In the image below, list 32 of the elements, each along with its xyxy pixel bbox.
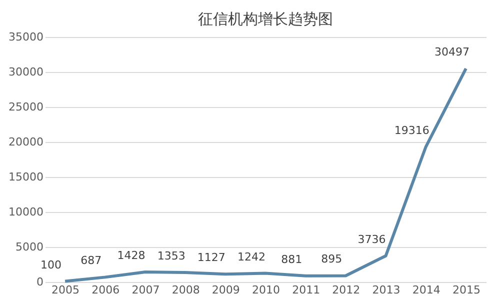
y-tick-label: 20000 <box>8 136 44 148</box>
data-label: 881 <box>281 252 302 266</box>
data-label: 1353 <box>157 250 186 263</box>
data-label: 1428 <box>117 249 146 262</box>
x-tick-label: 2012 <box>332 284 360 296</box>
y-tick-label: 10000 <box>8 206 44 218</box>
line-series <box>64 67 468 283</box>
y-tick-label: 25000 <box>8 100 44 114</box>
y-tick-label: 0 <box>36 276 44 288</box>
data-label: 3736 <box>358 232 386 246</box>
data-label: 30497 <box>434 46 470 59</box>
x-tick-label: 2009 <box>212 284 240 296</box>
data-label: 895 <box>321 252 342 266</box>
y-tick-label: 5000 <box>16 240 44 254</box>
x-tick-label: 2011 <box>292 284 320 296</box>
x-tick-label: 2006 <box>92 284 120 296</box>
data-label: 100 <box>40 258 62 272</box>
y-tick-label: 30000 <box>8 66 44 78</box>
y-tick-label: 15000 <box>8 170 44 184</box>
x-tick-label: 2008 <box>172 284 200 296</box>
data-label: 1127 <box>197 251 226 264</box>
chart-title: 征信机构增长趋势图 <box>198 10 333 28</box>
x-tick-label: 2015 <box>452 284 480 296</box>
x-tick-label: 2005 <box>52 284 80 296</box>
x-tick-label: 2013 <box>372 284 400 296</box>
data-label: 19316 <box>394 124 430 137</box>
x-tick-label: 2010 <box>252 284 280 296</box>
x-tick-label: 2007 <box>132 284 160 296</box>
y-tick-label: 35000 <box>8 30 44 44</box>
data-label: 687 <box>80 254 102 268</box>
x-tick-label: 2014 <box>412 284 440 296</box>
data-label: 1242 <box>238 250 266 264</box>
